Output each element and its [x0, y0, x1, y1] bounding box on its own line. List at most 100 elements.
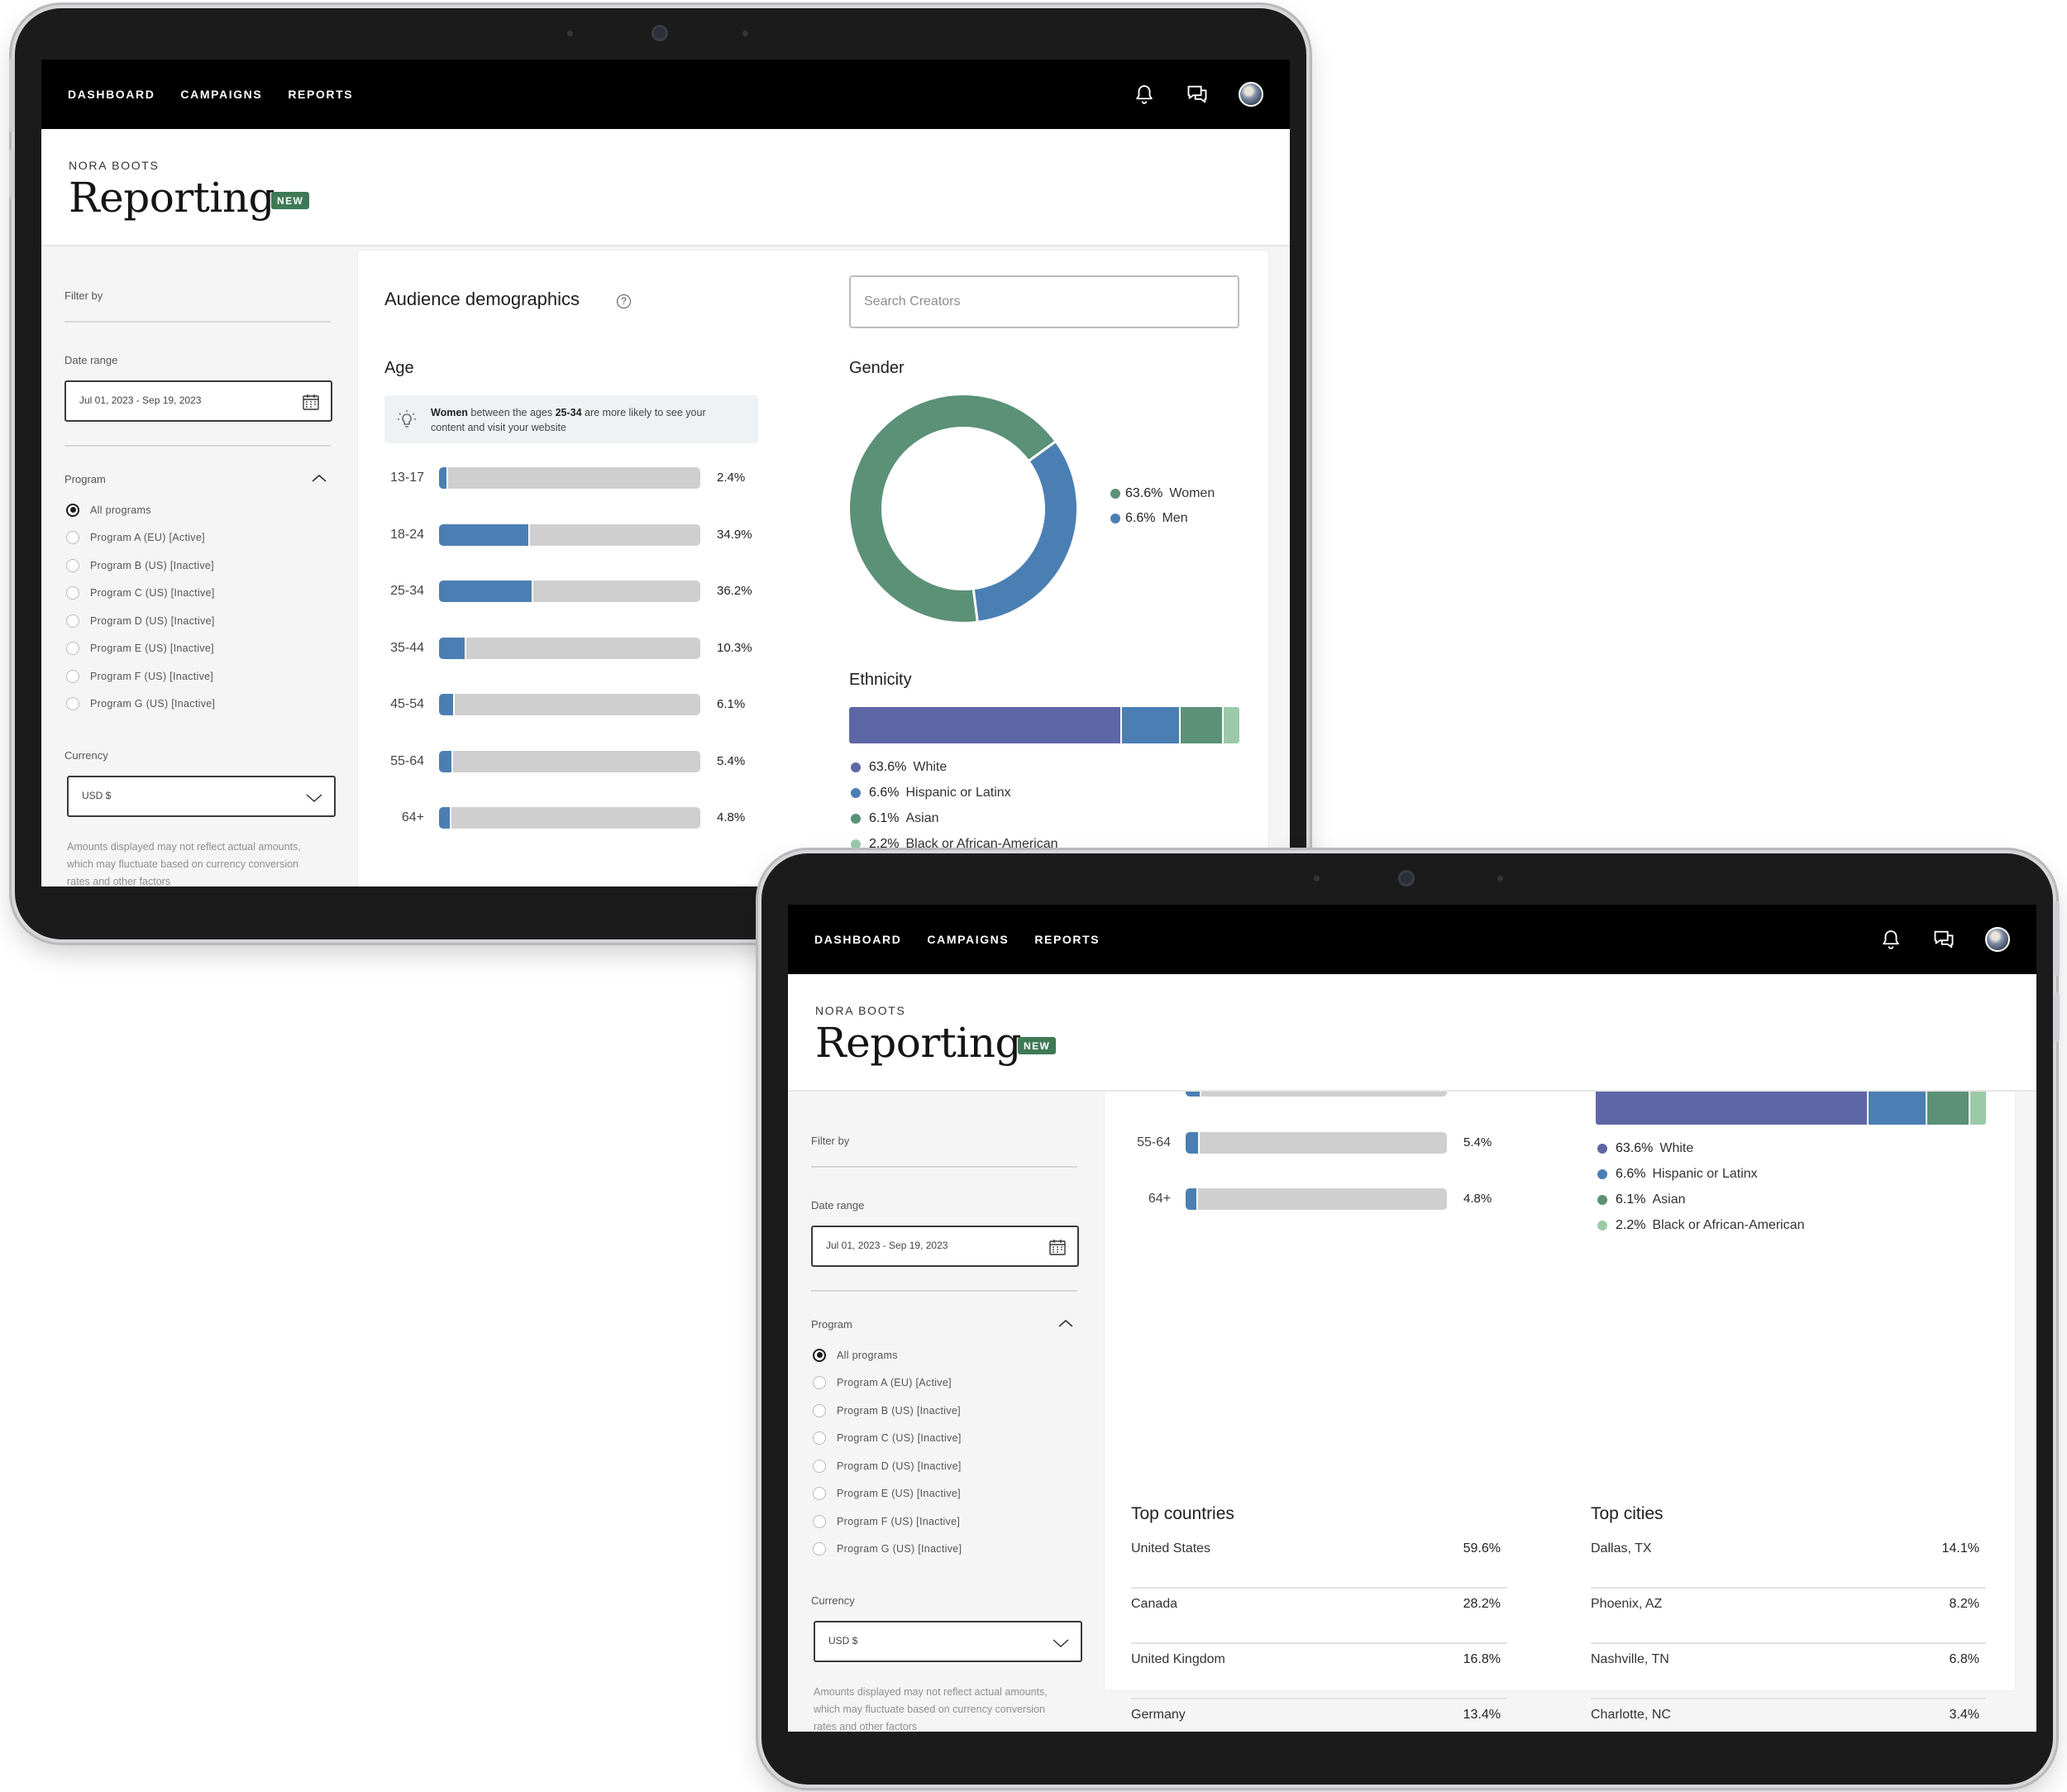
program-option[interactable]: Program G (US) [Inactive]: [66, 691, 331, 719]
age-bar-track: [439, 750, 700, 772]
radio-button[interactable]: [66, 531, 79, 545]
legend-swatch: [1597, 1195, 1607, 1205]
program-option[interactable]: Program C (US) [Inactive]: [66, 580, 331, 608]
program-option[interactable]: Program E (US) [Inactive]: [66, 635, 331, 663]
program-option[interactable]: Program A (EU) [Active]: [813, 1369, 1077, 1398]
program-option[interactable]: Program D (US) [Inactive]: [813, 1452, 1077, 1480]
program-option[interactable]: Program C (US) [Inactive]: [813, 1425, 1077, 1453]
filter-by-label: Filter by: [64, 289, 103, 302]
program-option[interactable]: Program A (EU) [Active]: [66, 524, 331, 552]
program-option-label: Program A (EU) [Active]: [90, 532, 205, 544]
radio-button[interactable]: [813, 1542, 826, 1556]
program-option[interactable]: Program D (US) [Inactive]: [66, 607, 331, 635]
nav-campaigns[interactable]: CAMPAIGNS: [180, 88, 263, 101]
side-button: [2054, 901, 2060, 976]
page-title: Reporting: [815, 1019, 1022, 1067]
row-name: Dallas, TX: [1591, 1541, 1652, 1555]
legend-label: White: [913, 760, 948, 774]
age-bar-fill: [439, 637, 466, 659]
legend-swatch: [851, 839, 861, 849]
radio-button[interactable]: [66, 586, 79, 600]
program-radio-list: All programs Program A (EU) [Active] Progr…: [66, 496, 331, 718]
currency-select[interactable]: USD $: [67, 776, 336, 817]
ethnicity-segment: [1181, 707, 1224, 743]
chevron-down-icon[interactable]: [1051, 1632, 1071, 1652]
radio-button[interactable]: [66, 614, 79, 628]
radio-button[interactable]: [66, 503, 79, 517]
radio-button[interactable]: [813, 1514, 826, 1528]
date-range-field[interactable]: Jul 01, 2023 - Sep 19, 2023: [64, 380, 332, 422]
nav-reports[interactable]: REPORTS: [288, 88, 354, 101]
calendar-icon[interactable]: [301, 392, 321, 412]
bell-icon[interactable]: [1879, 928, 1902, 951]
age-tip-text: Women between the ages 25-34 are more li…: [431, 405, 737, 435]
program-option-label: Program C (US) [Inactive]: [837, 1432, 962, 1445]
divider: [64, 445, 331, 447]
avatar[interactable]: [1239, 82, 1263, 107]
age-insight-tip: Women between the ages 25-34 are more li…: [384, 395, 758, 443]
search-creators-input[interactable]: Search Creators: [849, 275, 1239, 328]
currency-select[interactable]: USD $: [814, 1621, 1082, 1662]
chevron-up-icon[interactable]: [1057, 1317, 1075, 1330]
program-option[interactable]: Program F (US) [Inactive]: [813, 1508, 1077, 1536]
age-bar-value: 5.4%: [717, 753, 746, 768]
radio-button[interactable]: [813, 1487, 826, 1501]
legend-swatch: [1597, 1221, 1607, 1231]
calendar-icon[interactable]: [1048, 1237, 1067, 1257]
radio-button[interactable]: [66, 669, 79, 683]
chevron-down-icon[interactable]: [304, 787, 324, 807]
chat-icon[interactable]: [1932, 928, 1955, 951]
screen-1: DASHBOARD CAMPAIGNS REPORTS NORA BOOTS R…: [41, 60, 1290, 886]
row-value: 8.2%: [1949, 1597, 1979, 1611]
age-bar-row: 64+ 4.8%: [384, 807, 773, 830]
nav-reports[interactable]: REPORTS: [1034, 933, 1100, 946]
camera-dot: [1398, 870, 1415, 886]
ethnicity-segment: [1596, 1092, 1869, 1125]
age-bar-value: 4.8%: [1463, 1192, 1492, 1206]
nav-dashboard[interactable]: DASHBOARD: [814, 933, 902, 946]
ethnicity-stacked-bar: [849, 707, 1239, 743]
radio-button[interactable]: [813, 1403, 826, 1417]
program-option[interactable]: Program B (US) [Inactive]: [66, 552, 331, 580]
brand-name: NORA BOOTS: [815, 1004, 906, 1017]
legend-value: 63.6%: [1125, 486, 1163, 500]
age-bar-row: 35-44 10.3%: [384, 637, 773, 661]
age-bar-value: 2.4%: [717, 471, 746, 485]
radio-button[interactable]: [813, 1348, 826, 1362]
radio-button[interactable]: [66, 558, 79, 572]
program-option-label: All programs: [90, 504, 151, 516]
row-name: Charlotte, NC: [1591, 1708, 1671, 1722]
ethnicity-legend-item: 2.2% Black or African-American: [1597, 1218, 1805, 1233]
demographics-panel: Audience demographics ? Search Creators …: [357, 250, 1269, 886]
radio-button[interactable]: [66, 697, 79, 711]
date-range-field[interactable]: Jul 01, 2023 - Sep 19, 2023: [811, 1226, 1079, 1267]
program-option[interactable]: Program E (US) [Inactive]: [813, 1480, 1077, 1508]
radio-button[interactable]: [813, 1459, 826, 1473]
radio-button[interactable]: [813, 1376, 826, 1390]
program-option[interactable]: All programs: [66, 496, 331, 524]
age-bar-fill: [439, 694, 456, 715]
program-option[interactable]: Program B (US) [Inactive]: [813, 1397, 1077, 1425]
age-bar-value: 36.2%: [717, 584, 752, 598]
nav-dashboard[interactable]: DASHBOARD: [68, 88, 155, 101]
row-name: United States: [1131, 1541, 1211, 1555]
chat-icon[interactable]: [1186, 83, 1209, 106]
program-option-label: All programs: [837, 1349, 898, 1361]
program-option[interactable]: Program F (US) [Inactive]: [66, 662, 331, 691]
radio-button[interactable]: [813, 1431, 826, 1446]
age-bar-track: [439, 467, 700, 489]
legend-value: 6.6%: [869, 786, 900, 800]
nav-campaigns[interactable]: CAMPAIGNS: [927, 933, 1010, 946]
tip-bold-women: Women: [431, 407, 468, 418]
help-icon[interactable]: ?: [617, 294, 631, 308]
age-bar-value: 4.8%: [717, 810, 746, 824]
avatar[interactable]: [1985, 927, 2010, 952]
age-bar-fill: [439, 750, 454, 772]
chevron-up-icon[interactable]: [310, 471, 328, 485]
bell-icon[interactable]: [1133, 83, 1156, 106]
ethnicity-stacked-bar: [1596, 1092, 1986, 1125]
program-option-label: Program A (EU) [Active]: [837, 1377, 952, 1389]
program-option[interactable]: All programs: [813, 1341, 1077, 1369]
program-option[interactable]: Program G (US) [Inactive]: [813, 1536, 1077, 1564]
radio-button[interactable]: [66, 642, 79, 656]
